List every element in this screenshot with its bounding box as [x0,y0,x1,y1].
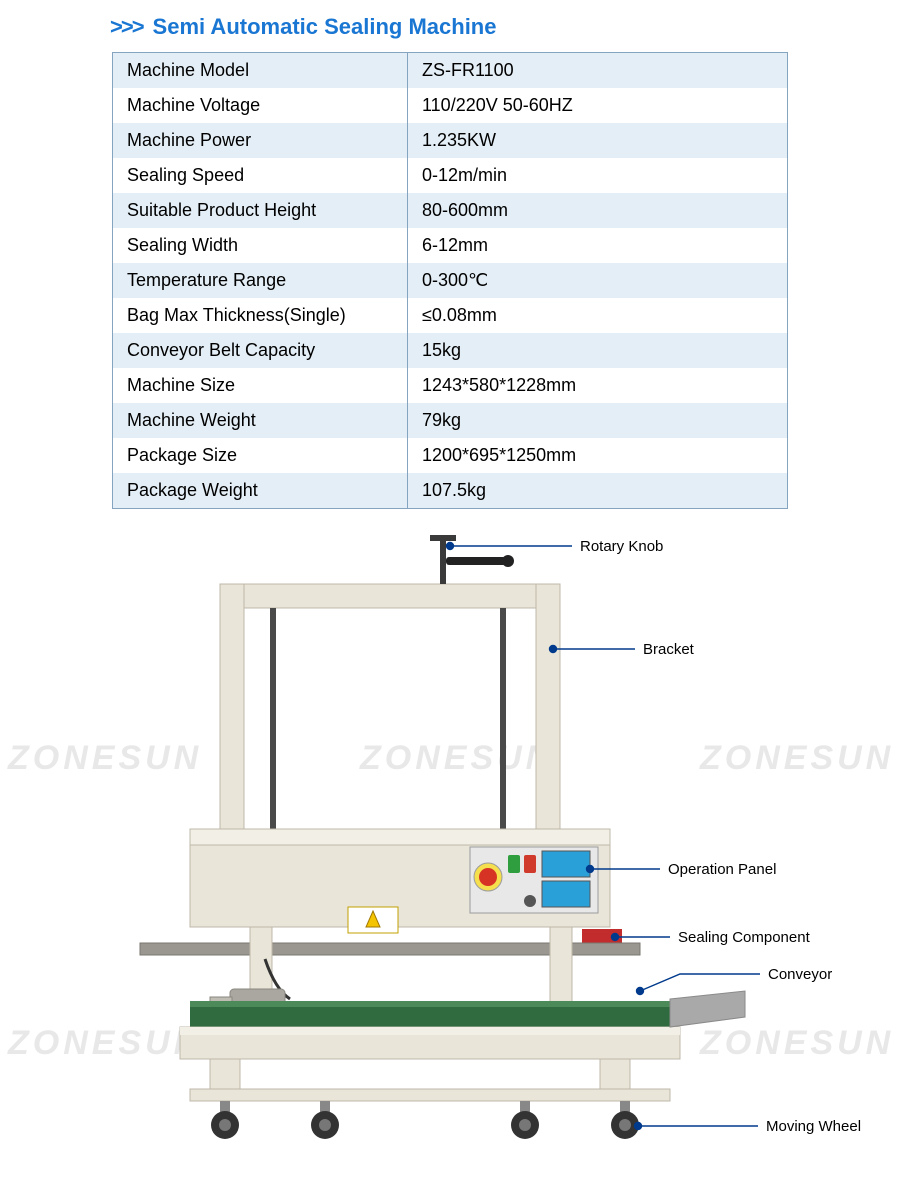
spec-label: Machine Size [113,368,408,403]
spec-label: Package Weight [113,473,408,509]
table-row: Package Size1200*695*1250mm [113,438,788,473]
spec-value: 15kg [408,333,788,368]
spec-value: 0-12m/min [408,158,788,193]
spec-value: 6-12mm [408,228,788,263]
table-row: Temperature Range0-300℃ [113,263,788,298]
spec-value: 0-300℃ [408,263,788,298]
table-row: Machine Weight79kg [113,403,788,438]
spec-value: 80-600mm [408,193,788,228]
spec-label: Machine Weight [113,403,408,438]
callout-operation-panel: Operation Panel [668,861,776,878]
callout-conveyor: Conveyor [768,966,832,983]
table-row: Sealing Width6-12mm [113,228,788,263]
page-title: Semi Automatic Sealing Machine [153,14,497,40]
table-row: Machine Voltage110/220V 50-60HZ [113,88,788,123]
spec-table: Machine ModelZS-FR1100Machine Voltage110… [112,52,788,509]
table-row: Sealing Speed0-12m/min [113,158,788,193]
spec-value: 79kg [408,403,788,438]
spec-table-body: Machine ModelZS-FR1100Machine Voltage110… [113,53,788,509]
spec-label: Sealing Speed [113,158,408,193]
table-row: Package Weight107.5kg [113,473,788,509]
table-row: Machine ModelZS-FR1100 [113,53,788,89]
spec-value: 110/220V 50-60HZ [408,88,788,123]
spec-label: Conveyor Belt Capacity [113,333,408,368]
callout-bracket: Bracket [643,641,694,658]
callout-rotary-knob: Rotary Knob [580,538,663,555]
spec-label: Sealing Width [113,228,408,263]
spec-label: Temperature Range [113,263,408,298]
table-row: Suitable Product Height80-600mm [113,193,788,228]
table-row: Bag Max Thickness(Single)≤0.08mm [113,298,788,333]
machine-svg [130,529,750,1149]
spec-value: ≤0.08mm [408,298,788,333]
spec-label: Bag Max Thickness(Single) [113,298,408,333]
machine-diagram: ZONESUN ZONESUN ZONESUN ZONESUN ZONESUN … [0,529,900,1159]
spec-label: Machine Model [113,53,408,89]
chevron-icon: >>> [110,14,143,40]
spec-label: Machine Power [113,123,408,158]
spec-label: Package Size [113,438,408,473]
table-row: Conveyor Belt Capacity15kg [113,333,788,368]
spec-value: 1200*695*1250mm [408,438,788,473]
spec-label: Suitable Product Height [113,193,408,228]
callout-moving-wheel: Moving Wheel [766,1118,861,1135]
table-row: Machine Power1.235KW [113,123,788,158]
title-row: >>> Semi Automatic Sealing Machine [0,0,900,52]
spec-value: 1243*580*1228mm [408,368,788,403]
spec-value: ZS-FR1100 [408,53,788,89]
table-row: Machine Size1243*580*1228mm [113,368,788,403]
callout-sealing-component: Sealing Component [678,929,810,946]
spec-label: Machine Voltage [113,88,408,123]
spec-value: 107.5kg [408,473,788,509]
spec-value: 1.235KW [408,123,788,158]
